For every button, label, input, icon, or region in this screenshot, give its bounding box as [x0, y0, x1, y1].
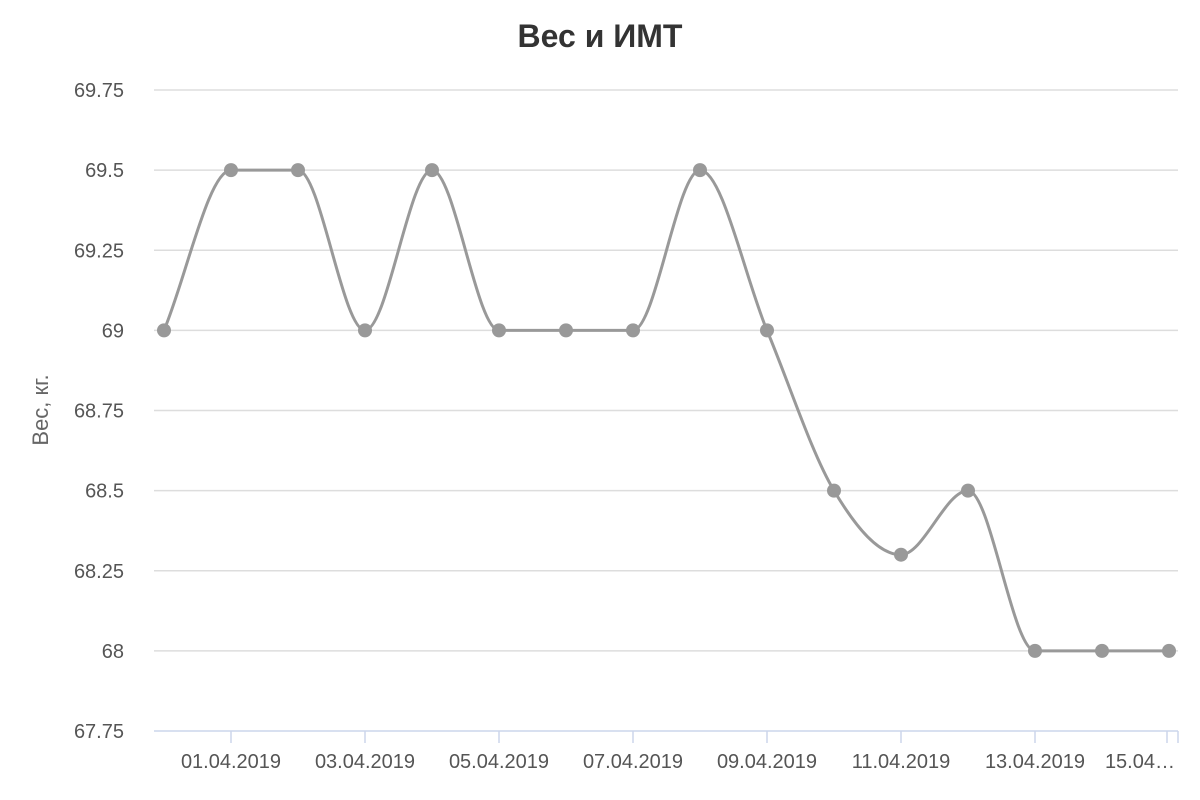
data-points — [157, 163, 1176, 658]
y-axis-label: Вес, кг. — [28, 374, 53, 445]
y-tick-label: 69.5 — [85, 160, 124, 182]
data-point — [224, 163, 238, 178]
data-point — [425, 163, 439, 178]
data-point — [626, 323, 640, 338]
data-point — [492, 323, 506, 338]
x-tick-label: 11.04.2019 — [852, 751, 951, 773]
data-point — [894, 547, 908, 562]
y-tick-label: 67.75 — [74, 721, 124, 743]
x-tick-label: 07.04.2019 — [583, 751, 683, 773]
x-tick-label: 03.04.2019 — [315, 751, 415, 773]
x-tick-label: 01.04.2019 — [181, 751, 281, 773]
data-point — [1095, 643, 1109, 658]
y-tick-label: 68.5 — [85, 481, 124, 503]
x-tick-label: 15.04… — [1105, 751, 1175, 773]
data-point — [291, 163, 305, 178]
data-point — [559, 323, 573, 338]
y-tick-label: 68.25 — [74, 561, 124, 583]
y-tick-label: 69.25 — [74, 240, 124, 262]
data-point — [760, 323, 774, 338]
x-axis: 01.04.2019 03.04.2019 05.04.2019 07.04.2019… — [154, 730, 1179, 773]
y-tick-label: 68.75 — [74, 401, 124, 423]
y-tick-label: 69 — [102, 320, 124, 342]
x-tick-label: 05.04.2019 — [449, 751, 549, 773]
data-point — [157, 323, 171, 338]
x-tick-label: 13.04.2019 — [985, 751, 1085, 773]
data-point — [1028, 643, 1042, 658]
grid-lines — [154, 89, 1178, 652]
data-point — [1162, 643, 1176, 658]
chart-title: Вес и ИМТ — [518, 18, 683, 54]
x-tick-label: 09.04.2019 — [717, 751, 817, 773]
y-tick-label: 68 — [102, 641, 124, 663]
data-point — [827, 483, 841, 498]
y-tick-label: 69.75 — [74, 80, 124, 102]
series-path — [162, 168, 1169, 653]
y-tick-labels: 67.75 68 68.25 68.5 68.75 69 69.25 69.5 69.75 — [74, 80, 124, 743]
data-point — [693, 163, 707, 178]
data-point — [961, 483, 975, 498]
data-point — [358, 323, 372, 338]
series-line — [162, 168, 1169, 653]
